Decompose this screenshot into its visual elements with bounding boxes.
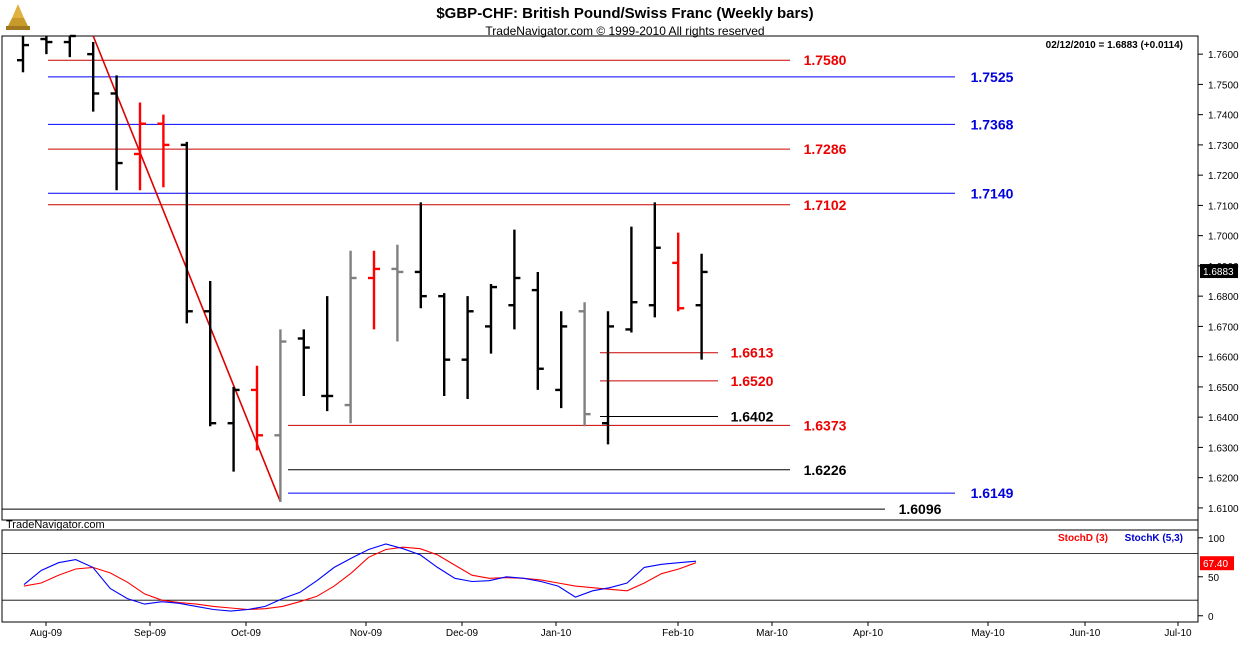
ohlc-bar bbox=[648, 202, 661, 318]
ohlc-bar bbox=[321, 296, 334, 412]
ohlc-bar bbox=[274, 329, 287, 502]
x-tick-label: Oct-09 bbox=[231, 628, 261, 639]
stoch-y-label: 100 bbox=[1208, 534, 1225, 545]
y-tick-label: 1.7000 bbox=[1208, 232, 1239, 243]
y-tick-label: 1.6700 bbox=[1208, 322, 1239, 333]
level-label: 1.7368 bbox=[971, 116, 1014, 132]
x-tick-label: Mar-10 bbox=[756, 628, 788, 639]
ohlc-bar bbox=[180, 141, 193, 324]
y-tick-label: 1.7500 bbox=[1208, 80, 1239, 91]
stoch-last-box bbox=[1200, 556, 1234, 571]
level-label: 1.6402 bbox=[731, 409, 774, 425]
ohlc-bar bbox=[157, 114, 170, 188]
ohlc-bar bbox=[391, 244, 404, 342]
level-label: 1.7102 bbox=[804, 197, 847, 213]
ohlc-bar bbox=[625, 226, 638, 333]
x-tick-label: May-10 bbox=[971, 628, 1005, 639]
ohlc-bar bbox=[414, 202, 427, 309]
ohlc-bar bbox=[438, 293, 451, 396]
last-price-label: 1.6883 bbox=[1203, 267, 1234, 278]
ohlc-bar bbox=[110, 75, 123, 191]
y-tick-label: 1.6200 bbox=[1208, 474, 1239, 485]
stochD-line bbox=[23, 546, 697, 611]
ohlc-bar bbox=[251, 365, 263, 451]
last-info: 02/12/2010 = 1.6883 (+0.0114) bbox=[1046, 40, 1183, 51]
ohlc-bar bbox=[344, 250, 357, 424]
level-label: 1.7286 bbox=[804, 141, 847, 157]
y-tick-label: 1.6800 bbox=[1208, 292, 1239, 303]
ohlc-bar bbox=[17, 36, 29, 73]
stoch-y-label: 50 bbox=[1208, 573, 1220, 584]
level-label: 1.6149 bbox=[971, 485, 1014, 501]
stoch-last-label: 67.40 bbox=[1203, 559, 1228, 570]
y-tick-label: 1.7600 bbox=[1208, 50, 1239, 61]
last-price-box bbox=[1200, 264, 1238, 279]
y-tick-label: 1.6400 bbox=[1208, 413, 1239, 424]
stoch-y-label: 0 bbox=[1208, 612, 1214, 623]
ohlc-bar bbox=[695, 253, 708, 360]
stochK-line bbox=[23, 543, 697, 612]
level-label: 1.7140 bbox=[971, 185, 1014, 201]
ohlc-bar bbox=[508, 229, 521, 330]
ohlc-bar bbox=[485, 284, 497, 354]
ohlc-bar bbox=[602, 311, 614, 445]
watermark-text: TradeNavigator.com bbox=[6, 519, 105, 531]
ohlc-bar bbox=[297, 329, 310, 396]
level-label: 1.7580 bbox=[804, 52, 847, 68]
y-tick-label: 1.7100 bbox=[1208, 201, 1239, 212]
ohlc-bar bbox=[578, 302, 591, 427]
x-tick-label: Jul-10 bbox=[1164, 628, 1192, 639]
level-label: 1.6226 bbox=[804, 462, 847, 478]
y-tick-label: 1.6500 bbox=[1208, 383, 1239, 394]
x-tick-label: Jan-10 bbox=[541, 628, 572, 639]
y-tick-label: 1.7200 bbox=[1208, 171, 1239, 182]
x-tick-label: Feb-10 bbox=[662, 628, 694, 639]
x-tick-label: Aug-09 bbox=[30, 628, 63, 639]
ohlc-bar bbox=[87, 42, 100, 112]
level-label: 1.6096 bbox=[899, 501, 942, 517]
x-tick-label: Sep-09 bbox=[134, 628, 167, 639]
y-tick-label: 1.7400 bbox=[1208, 111, 1239, 122]
ohlc-bar bbox=[531, 271, 544, 390]
legend-stochD: StochD (3) bbox=[1058, 533, 1108, 544]
ohlc-bar bbox=[204, 281, 217, 427]
ohlc-bar bbox=[227, 386, 240, 472]
y-tick-label: 1.6600 bbox=[1208, 353, 1239, 364]
ohlc-bar bbox=[63, 34, 76, 58]
ohlc-bar bbox=[368, 250, 380, 330]
copyright-text: TradeNavigator.com © 1999-2010 All right… bbox=[485, 24, 764, 38]
ohlc-bar bbox=[672, 232, 685, 312]
level-label: 1.6373 bbox=[804, 417, 847, 433]
ohlc-bar bbox=[461, 296, 474, 399]
level-label: 1.6613 bbox=[731, 345, 774, 361]
ohlc-bar bbox=[40, 36, 53, 55]
level-label: 1.6520 bbox=[731, 373, 774, 389]
ohlc-bar bbox=[134, 102, 146, 191]
y-tick-label: 1.6100 bbox=[1208, 504, 1239, 515]
logo-icon bbox=[6, 4, 30, 30]
y-tick-label: 1.6300 bbox=[1208, 443, 1239, 454]
x-tick-label: Jun-10 bbox=[1070, 628, 1101, 639]
chart-title: $GBP-CHF: British Pound/Swiss Franc (Wee… bbox=[436, 5, 813, 22]
y-tick-label: 1.7300 bbox=[1208, 141, 1239, 152]
x-tick-label: Nov-09 bbox=[350, 628, 383, 639]
level-label: 1.7525 bbox=[971, 69, 1014, 85]
x-tick-label: Dec-09 bbox=[446, 628, 479, 639]
legend-stochK: StochK (5,3) bbox=[1125, 533, 1183, 544]
x-tick-label: Apr-10 bbox=[853, 628, 883, 639]
ohlc-bar bbox=[555, 311, 568, 409]
